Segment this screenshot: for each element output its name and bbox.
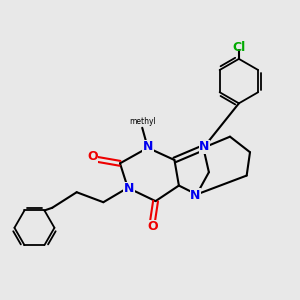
Text: N: N — [142, 140, 153, 153]
Text: N: N — [124, 182, 134, 195]
Text: N: N — [199, 140, 210, 153]
Text: N: N — [190, 189, 201, 202]
Text: Cl: Cl — [232, 41, 245, 54]
Text: methyl: methyl — [129, 117, 156, 126]
Text: O: O — [87, 150, 98, 163]
Text: O: O — [147, 220, 158, 233]
